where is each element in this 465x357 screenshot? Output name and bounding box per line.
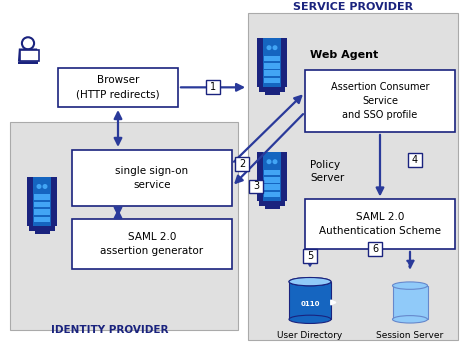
Bar [305,70,455,132]
Bar [289,282,331,319]
Bar [10,122,238,330]
Text: 6: 6 [372,244,378,254]
Bar [265,206,279,209]
Circle shape [37,185,41,188]
Bar [264,170,280,175]
Bar [34,209,50,215]
Text: SERVICE PROVIDER: SERVICE PROVIDER [293,2,413,12]
Ellipse shape [289,315,331,323]
Circle shape [22,37,34,49]
FancyArrowPatch shape [407,252,413,267]
Circle shape [43,185,47,188]
FancyBboxPatch shape [249,180,263,193]
Circle shape [273,46,277,50]
Text: Browser
(HTTP redirects): Browser (HTTP redirects) [76,75,160,99]
Text: 5: 5 [307,251,313,261]
Bar [264,56,280,61]
Bar [257,38,287,87]
Bar [58,67,178,107]
Text: single sign-on
service: single sign-on service [115,166,189,190]
Bar [305,199,455,249]
Bar [264,78,280,84]
Bar [20,50,40,61]
Bar [264,63,280,69]
Text: Session Server: Session Server [376,331,444,340]
FancyArrowPatch shape [377,135,383,194]
Bar [265,92,279,95]
Text: 2: 2 [239,159,245,169]
Text: 1: 1 [210,82,216,92]
FancyBboxPatch shape [235,157,249,171]
Circle shape [267,160,271,164]
Bar [248,13,458,340]
FancyArrowPatch shape [115,207,121,218]
Polygon shape [19,49,37,61]
Bar [259,87,285,92]
Bar [264,192,280,197]
FancyArrowPatch shape [306,252,313,266]
FancyArrowPatch shape [331,300,335,305]
Text: IDENTITY PROVIDER: IDENTITY PROVIDER [51,325,169,335]
FancyArrowPatch shape [115,112,121,145]
Bar [29,226,55,231]
Bar [264,70,280,76]
FancyArrowPatch shape [181,84,243,91]
Text: SAML 2.0
Authentication Scheme: SAML 2.0 Authentication Scheme [319,212,441,236]
Text: Assertion Consumer
Service
and SSO profile: Assertion Consumer Service and SSO profi… [331,82,429,120]
Text: Web Agent: Web Agent [310,50,378,60]
Ellipse shape [289,277,331,286]
Bar [72,150,232,206]
Text: User Directory: User Directory [278,331,343,340]
Circle shape [273,160,277,164]
FancyArrowPatch shape [234,96,301,162]
Text: Policy
Server: Policy Server [310,160,344,183]
Ellipse shape [392,316,427,323]
Bar [18,62,39,64]
Bar [34,217,50,222]
Ellipse shape [289,277,331,286]
Bar [27,177,57,226]
FancyBboxPatch shape [303,249,317,263]
Bar [34,195,50,200]
FancyBboxPatch shape [206,80,220,94]
Bar [263,152,281,201]
Bar [264,177,280,182]
Text: 0110: 0110 [300,301,320,307]
Bar [264,185,280,190]
FancyArrowPatch shape [236,114,303,183]
Bar [392,286,427,319]
Bar [263,38,281,87]
Text: SAML 2.0
assertion generator: SAML 2.0 assertion generator [100,232,204,256]
Bar [33,177,51,226]
Text: 3: 3 [253,181,259,191]
Bar [72,219,232,269]
FancyBboxPatch shape [368,242,382,256]
FancyBboxPatch shape [408,153,422,167]
Circle shape [267,46,271,50]
Bar [34,231,49,234]
Bar [257,152,287,201]
Bar [259,201,285,206]
Text: 4: 4 [412,155,418,165]
Ellipse shape [392,282,427,289]
Bar [34,202,50,207]
